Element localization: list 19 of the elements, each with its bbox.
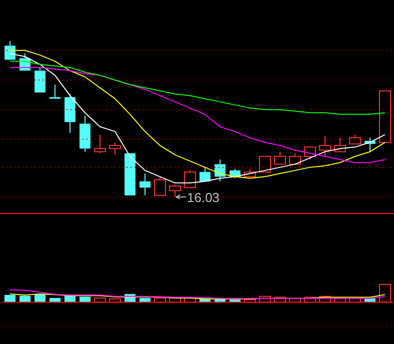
bar	[80, 296, 90, 302]
candlestick	[124, 153, 136, 196]
candlestick	[94, 134, 106, 154]
candlestick	[334, 137, 346, 152]
candlestick	[259, 156, 271, 172]
candlestick	[80, 115, 90, 152]
candlestick	[379, 90, 391, 143]
bar	[64, 296, 76, 302]
bar	[34, 294, 46, 302]
bar	[230, 300, 240, 302]
bar	[50, 298, 60, 302]
candlestick	[140, 173, 150, 196]
bar	[379, 284, 391, 303]
bar	[20, 296, 30, 302]
bar	[4, 294, 16, 302]
candlestick	[4, 40, 16, 60]
bar	[140, 298, 150, 302]
annotation: 16.03	[187, 190, 220, 205]
candlestick	[50, 84, 60, 99]
